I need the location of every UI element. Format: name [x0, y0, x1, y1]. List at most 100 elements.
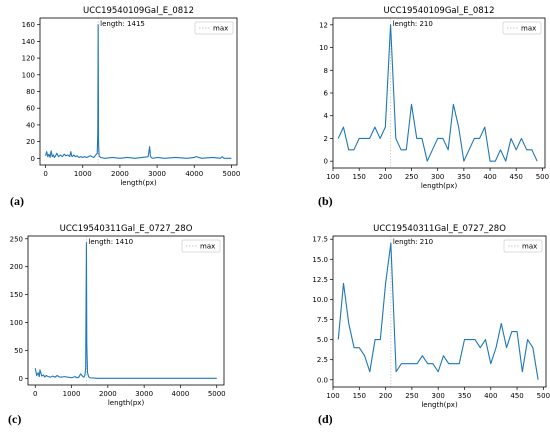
data-point — [39, 369, 40, 370]
data-point — [148, 156, 149, 157]
legend-label: max — [213, 25, 228, 33]
y-tick-label: 0 — [19, 375, 23, 383]
x-axis-label: length(px) — [108, 399, 145, 407]
data-point — [374, 339, 375, 340]
data-point — [54, 157, 55, 158]
data-point — [164, 158, 165, 159]
data-point — [69, 156, 70, 157]
data-point — [427, 161, 428, 162]
plot-frame — [27, 235, 225, 386]
data-point — [343, 126, 344, 127]
x-tick-label: 3000 — [148, 170, 166, 178]
data-point — [55, 155, 56, 156]
data-point — [338, 339, 339, 340]
data-point — [119, 158, 120, 159]
legend-box — [181, 239, 221, 253]
panel-label-b: (b) — [318, 194, 333, 208]
data-point — [343, 283, 344, 284]
data-point — [71, 377, 72, 378]
max-annotation: length: 210 — [393, 20, 433, 28]
data-point — [353, 347, 354, 348]
y-tick-label: 160 — [22, 21, 35, 29]
data-point — [380, 339, 381, 340]
data-point — [55, 377, 56, 378]
data-point — [380, 138, 381, 139]
data-point — [98, 24, 99, 25]
data-point — [46, 151, 47, 152]
data-point — [231, 158, 232, 159]
data-point — [532, 347, 533, 348]
data-point — [521, 138, 522, 139]
data-point — [538, 379, 539, 380]
data-point — [83, 377, 84, 378]
x-tick-label: 250 — [405, 392, 418, 400]
data-point — [175, 157, 176, 158]
plot-frame — [39, 17, 238, 166]
x-tick-label: 1000 — [74, 170, 92, 178]
x-tick-label: 450 — [510, 173, 523, 181]
x-tick-label: 150 — [352, 173, 365, 181]
y-tick-label: 0.0 — [317, 376, 328, 384]
chart-title: UCC19540311Gal_E_0727_28O — [373, 224, 506, 234]
data-point — [443, 355, 444, 356]
data-point — [93, 157, 94, 158]
data-point — [50, 377, 51, 378]
data-point — [348, 149, 349, 150]
x-tick-label: 400 — [484, 392, 497, 400]
data-point — [60, 377, 61, 378]
data-point — [390, 243, 391, 244]
y-tick-label: 0 — [324, 158, 328, 166]
x-tick-label: 100 — [326, 173, 339, 181]
y-tick-label: 0 — [31, 155, 35, 163]
y-tick-label: 2.5 — [317, 356, 328, 364]
y-tick-label: 10 — [319, 44, 328, 52]
data-point — [422, 355, 423, 356]
legend-box — [503, 239, 543, 253]
data-point — [86, 242, 87, 243]
data-point — [416, 138, 417, 139]
legend-box — [502, 21, 542, 35]
y-tick-label: 150 — [10, 291, 23, 299]
data-point — [104, 158, 105, 159]
data-point — [196, 156, 197, 157]
x-tick-label: 500 — [537, 392, 550, 400]
data-point — [75, 376, 76, 377]
y-tick-label: 100 — [10, 319, 23, 327]
max-annotation: length: 1410 — [88, 238, 133, 246]
y-tick-label: 140 — [22, 38, 35, 46]
y-tick-label: 12 — [319, 21, 328, 29]
y-tick-label: 6 — [324, 90, 329, 98]
x-tick-label: 3000 — [135, 390, 153, 398]
legend-label: max — [521, 25, 536, 33]
data-point — [82, 375, 83, 376]
data-point — [35, 368, 36, 369]
data-point — [152, 158, 153, 159]
max-annotation: length: 210 — [393, 238, 433, 246]
x-tick-label: 0 — [33, 390, 37, 398]
y-tick-label: 17.5 — [312, 236, 328, 244]
data-point — [222, 156, 223, 157]
plot-frame — [332, 235, 547, 388]
data-point — [489, 161, 490, 162]
data-point — [89, 377, 90, 378]
data-point — [95, 154, 96, 155]
data-point — [84, 156, 85, 157]
data-point — [65, 155, 66, 156]
y-tick-label: 120 — [22, 55, 35, 63]
y-tick-label: 40 — [26, 121, 35, 129]
data-point — [64, 154, 65, 155]
data-point — [47, 156, 48, 157]
data-point — [432, 149, 433, 150]
x-tick-label: 4000 — [172, 390, 190, 398]
data-point — [127, 157, 128, 158]
data-point — [505, 161, 506, 162]
data-point — [427, 363, 428, 364]
data-point — [500, 149, 501, 150]
data-point — [495, 347, 496, 348]
data-point — [80, 156, 81, 157]
data-point — [97, 153, 98, 154]
data-point — [463, 161, 464, 162]
legend-box — [194, 21, 234, 35]
data-point — [484, 126, 485, 127]
